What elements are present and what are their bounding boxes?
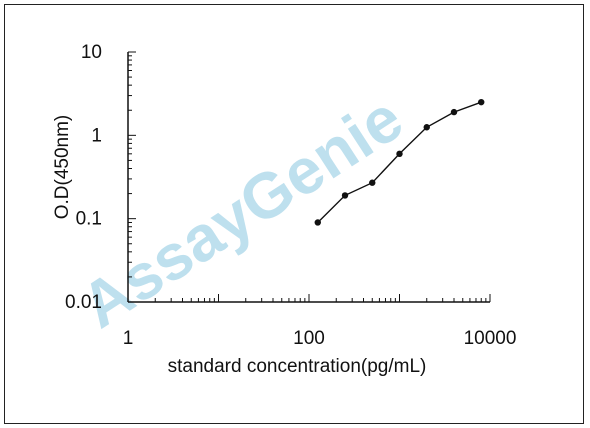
- x-tick-label: 100: [293, 328, 325, 349]
- data-point: [369, 179, 376, 186]
- y-tick-label: 10: [81, 42, 102, 63]
- x-tick-label: 1: [123, 328, 134, 349]
- data-point: [423, 124, 430, 131]
- axes: [127, 51, 491, 303]
- y-axis-title: O.D(450nm): [52, 115, 73, 220]
- y-tick-label: 1: [91, 125, 102, 146]
- data-point: [478, 98, 485, 106]
- y-tick-label: 0.01: [65, 292, 102, 313]
- plot-area: [314, 98, 485, 226]
- chart-frame: [4, 4, 584, 424]
- axis-labels: 10 1 0.1 0.01 1 100 10000 standard concentratio…: [52, 42, 516, 377]
- y-tick-label: 0.1: [76, 209, 102, 230]
- x-tick-label: 10000: [464, 328, 517, 349]
- data-point: [341, 192, 349, 199]
- data-point: [396, 150, 403, 158]
- x-axis-title: standard concentration(pg/mL): [168, 356, 427, 377]
- data-point: [450, 108, 458, 116]
- data-point: [314, 219, 321, 226]
